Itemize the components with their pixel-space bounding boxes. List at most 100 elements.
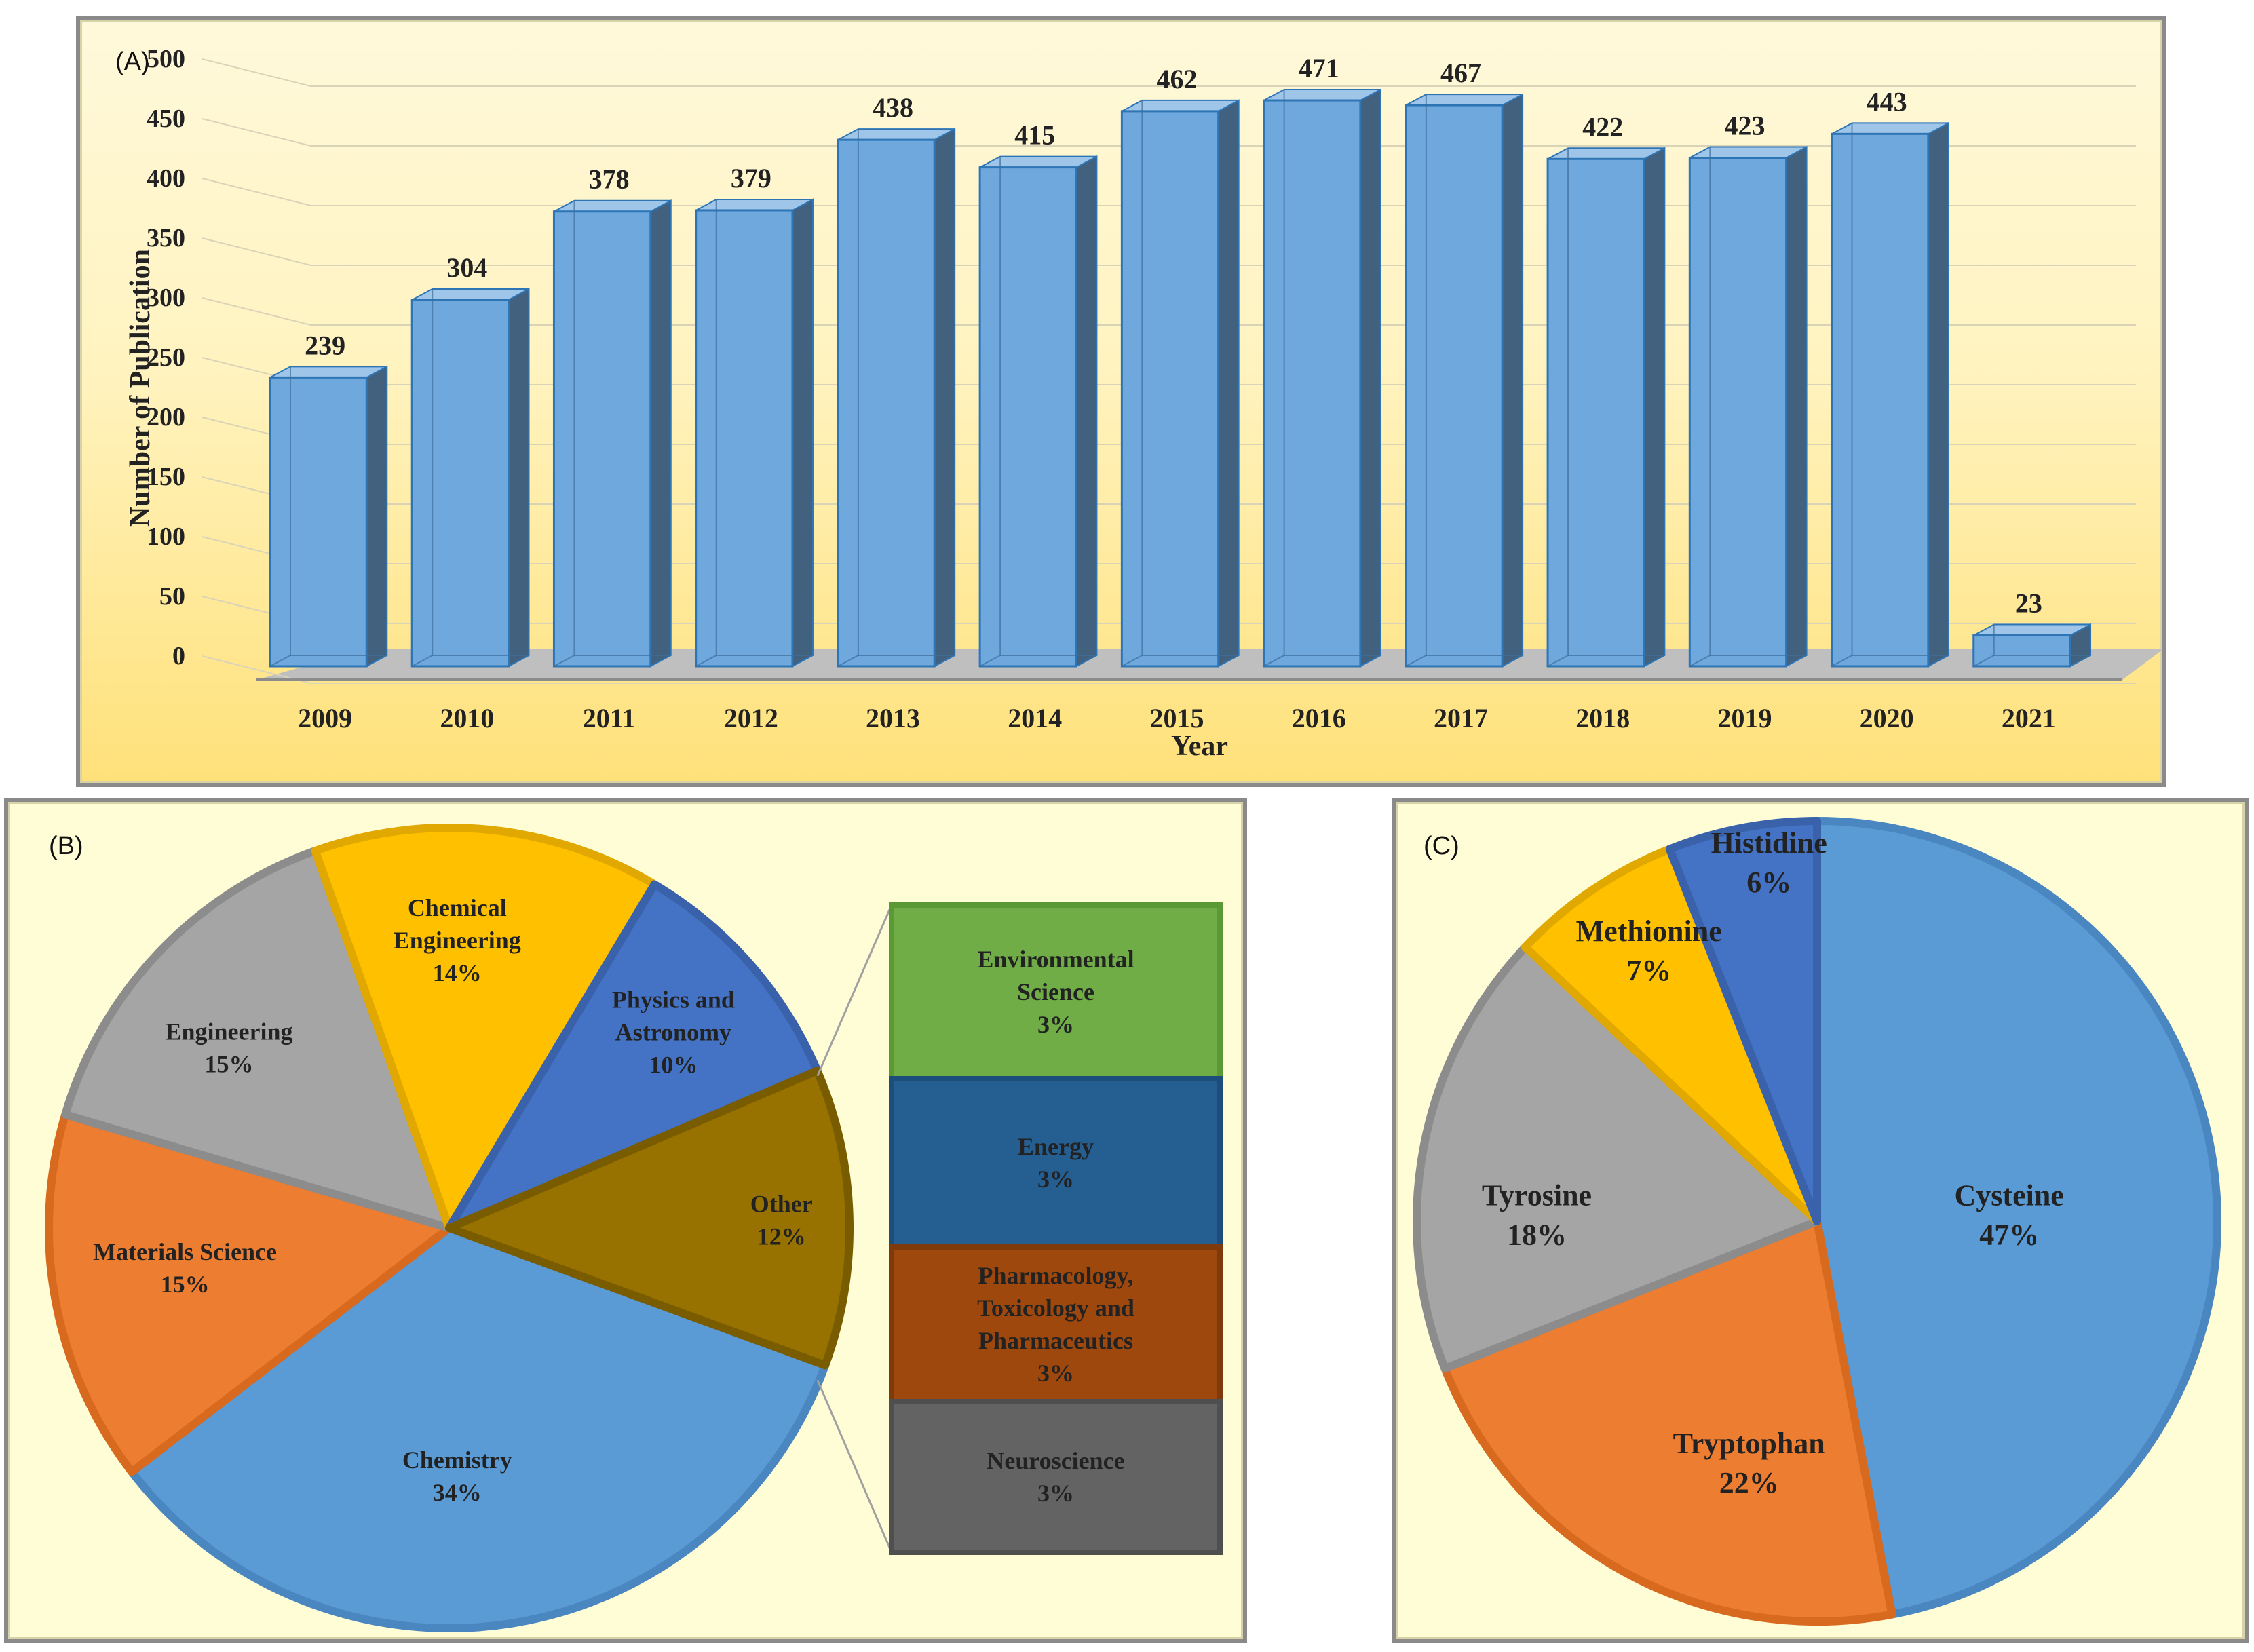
- gridline: [202, 118, 2136, 147]
- pie-slice-materials-science: [45, 1110, 453, 1476]
- pie-slice-methionine: [1521, 845, 1821, 1225]
- panel-a-bar-chart: (A) 0 50 100 150 200 250 300 350 400 450 500 239 200…: [76, 16, 2166, 787]
- data-label: 378: [589, 164, 630, 195]
- bar-2013: [837, 128, 956, 668]
- bar-2020: [1831, 121, 1949, 668]
- pie-label: Cysteine 47%: [1955, 1178, 2064, 1251]
- pie-label: Histidine 6%: [1711, 826, 1827, 899]
- pie-label: Chemical Engineering 14%: [394, 894, 521, 986]
- amino-acid-pie-svg: Cysteine 47% Tryptophan 22% Tyrosine 18% Methi…: [1413, 817, 2221, 1626]
- data-label: 443: [1867, 86, 1907, 117]
- y-tick-label: 350: [147, 224, 185, 252]
- bar-side: [791, 198, 814, 668]
- bar-2009: [269, 365, 388, 668]
- bar-top: [1973, 623, 2091, 636]
- bar-chart-svg: 0 50 100 150 200 250 300 350 400 450 500 239 2009 304…: [125, 45, 2163, 762]
- x-tick-label: 2017: [1434, 703, 1488, 733]
- data-label: 23: [2015, 588, 2042, 619]
- pie-label: Other 12%: [750, 1190, 813, 1250]
- pie-label: Tyrosine 18%: [1482, 1178, 1592, 1251]
- pie-label: Methionine 7%: [1576, 915, 1722, 987]
- bar-2017: [1405, 93, 1524, 668]
- data-label: 462: [1157, 64, 1198, 94]
- pie-label: Tryptophan 22%: [1673, 1427, 1825, 1499]
- bar-top: [1263, 89, 1381, 102]
- pie-label: Physics and Astronomy 10%: [612, 986, 735, 1079]
- gridline: [202, 297, 2136, 326]
- data-label: 379: [731, 163, 771, 193]
- pie-slice-tyrosine: [1413, 943, 1821, 1373]
- breakdown-label: Neuroscience 3%: [987, 1447, 1124, 1507]
- bar-side: [1643, 147, 1666, 668]
- pie-label: Chemistry 34%: [402, 1446, 512, 1506]
- bar-top: [1121, 99, 1240, 112]
- bar-front: [1546, 157, 1645, 668]
- bar-side: [1927, 121, 1949, 668]
- bar-top: [553, 199, 672, 212]
- pie-slice-cysteine: [1813, 817, 2221, 1619]
- bar-2014: [978, 155, 1098, 668]
- x-tick-label: 2013: [866, 703, 920, 733]
- bar-front: [1972, 634, 2071, 668]
- pie-label: Materials Science 15%: [93, 1238, 277, 1298]
- breakdown-segment: [889, 902, 1223, 1081]
- breakdown-label: Pharmacology, Toxicology and Pharmaceutics…: [977, 1262, 1134, 1387]
- y-tick-label: 200: [147, 403, 185, 431]
- x-tick-label: 2020: [1860, 703, 1914, 733]
- data-label: 304: [446, 252, 487, 283]
- x-tick-label: 2021: [2002, 703, 2056, 733]
- breakdown-label: Environmental Science 3%: [977, 946, 1134, 1038]
- bar-top: [1689, 146, 1808, 159]
- data-label: 239: [305, 330, 345, 360]
- data-label: 467: [1440, 58, 1481, 88]
- pie-slice-chemistry: [128, 1224, 830, 1632]
- bar-front: [1688, 157, 1788, 668]
- bar-side: [934, 128, 956, 668]
- panel-c-pie-chart: (C) Cysteine 47% Tryptophan 22% Tyrosine 18% M…: [1392, 798, 2249, 1643]
- pie-slice-physics-and-astronomy: [445, 880, 822, 1232]
- bar-front: [978, 166, 1077, 668]
- bar-side: [1502, 93, 1524, 668]
- bar-front: [552, 210, 652, 668]
- x-tick-label: 2014: [1008, 703, 1062, 733]
- panel-b-label: (B): [49, 832, 83, 860]
- pie-label: Engineering 15%: [165, 1018, 292, 1078]
- breakdown-segment: [889, 1076, 1223, 1250]
- bar-side: [1075, 155, 1098, 668]
- bar-top: [269, 366, 387, 379]
- bar-top: [837, 128, 955, 141]
- bar-2010: [410, 288, 530, 668]
- panel-b-pie-chart: (B) Chemistry 34% Materials Science 15% Engi…: [4, 798, 1247, 1643]
- x-tick-label: 2019: [1717, 703, 1772, 733]
- y-tick-label: 450: [147, 104, 185, 133]
- bar-2011: [552, 199, 672, 668]
- bar-2019: [1688, 145, 1808, 668]
- bar-side: [1217, 99, 1240, 668]
- x-tick-label: 2016: [1292, 703, 1346, 733]
- bar-side: [508, 288, 530, 668]
- gridline: [202, 237, 2136, 266]
- panel-a-label: (A): [115, 47, 150, 76]
- bar-front: [695, 209, 794, 668]
- gridline: [202, 655, 2136, 684]
- x-tick-label: 2011: [583, 703, 636, 733]
- gridline: [202, 178, 2136, 206]
- bar-front: [410, 299, 510, 668]
- connector-line: [816, 1379, 893, 1553]
- y-tick-label: 400: [147, 164, 185, 193]
- data-label: 438: [873, 92, 913, 123]
- bar-side: [649, 199, 672, 668]
- connector-line: [816, 904, 893, 1077]
- panel-c-label: (C): [1424, 832, 1459, 860]
- bar-top: [695, 198, 814, 211]
- bar-front: [1405, 104, 1504, 668]
- bar-top: [411, 288, 529, 301]
- breakdown-segment: [889, 1399, 1223, 1555]
- bar-2021: [1972, 623, 2092, 668]
- data-label: 415: [1014, 120, 1055, 151]
- bar-side: [1785, 145, 1808, 668]
- y-tick-label: 100: [147, 522, 185, 551]
- subject-pie-svg: Chemistry 34% Materials Science 15% Engineer…: [45, 824, 1223, 1632]
- bar-2018: [1546, 147, 1666, 668]
- bar-2012: [695, 198, 814, 668]
